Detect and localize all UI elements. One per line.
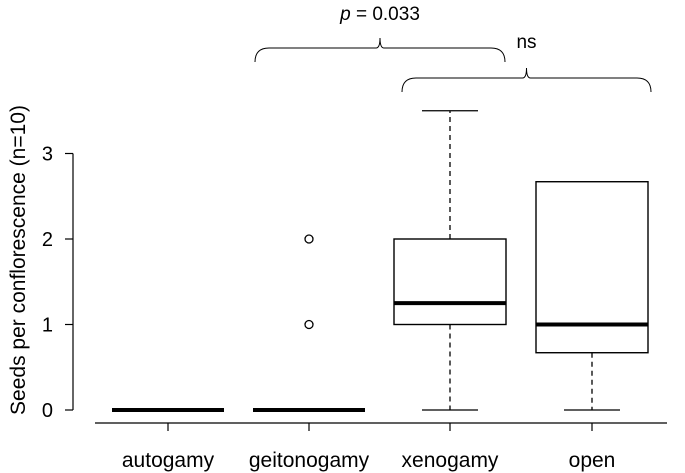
- y-axis: 0 1 2 3: [42, 144, 74, 422]
- annotations-group: p = 0.033 ns: [254, 4, 652, 93]
- x-category-label: open: [569, 449, 616, 472]
- iqr-box: [535, 181, 649, 354]
- x-category-label: xenogamy: [402, 449, 499, 472]
- p-value-label: p = 0.033: [339, 4, 420, 25]
- y-tick-label: 1: [42, 315, 53, 337]
- ns-label: ns: [516, 32, 536, 53]
- outlier-point: [304, 234, 314, 244]
- x-category-label: autogamy: [122, 449, 215, 472]
- y-tick-label: 2: [42, 229, 53, 251]
- box-open: [535, 181, 649, 411]
- y-tick-label: 3: [42, 144, 53, 166]
- x-category-label: geitonogamy: [249, 449, 370, 472]
- box-geitonogamy: [253, 234, 365, 412]
- bracket-xenogamy-open: [401, 67, 652, 93]
- p-symbol: p: [339, 4, 351, 25]
- boxes-group: [112, 110, 649, 412]
- iqr-box: [393, 238, 507, 326]
- p-value: = 0.033: [351, 4, 420, 25]
- x-axis: autogamy geitonogamy xenogamy open: [95, 422, 667, 472]
- box-xenogamy: [393, 110, 507, 411]
- y-axis-label: Seeds per conflorescence (n=10): [7, 105, 30, 415]
- y-tick-label: 0: [42, 400, 53, 422]
- bracket-geitonogamy-xenogamy: [254, 37, 506, 63]
- outlier-point: [304, 319, 314, 330]
